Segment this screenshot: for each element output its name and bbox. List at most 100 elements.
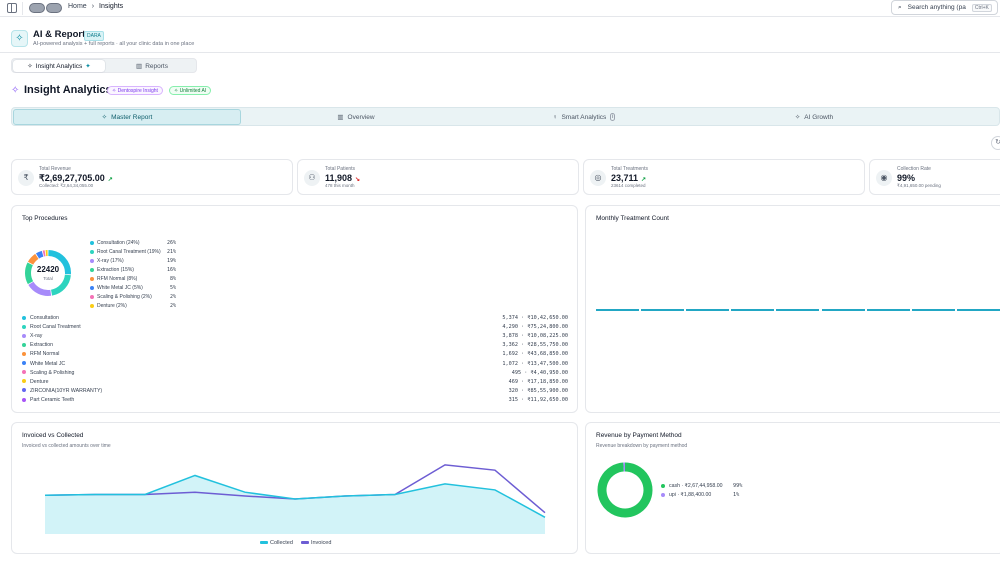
sparkles-icon: ✧ <box>11 85 20 96</box>
tab-overview[interactable]: ▥ Overview <box>244 109 468 125</box>
procedure-name: White Metal JC <box>22 361 65 367</box>
donut-slice <box>25 262 34 285</box>
procedure-row: RFM Normal 1,692 · ₹43,68,850.00 <box>22 351 568 357</box>
divider <box>22 2 23 15</box>
procedures-donut-chart <box>25 250 71 296</box>
forward-button[interactable] <box>46 3 62 13</box>
month-bar <box>912 309 955 311</box>
tab-ai-growth[interactable]: ✧ AI Growth <box>702 109 926 125</box>
donut-total-value: 22420 <box>36 265 60 274</box>
tab-label: Smart Analytics <box>561 113 607 121</box>
search-icon: ⌕ <box>898 3 902 11</box>
procedure-name: Scaling & Polishing <box>22 370 74 376</box>
procedure-value: 315 · ₹11,92,650.00 <box>508 396 568 403</box>
procedure-row: Root Canal Treatment 4,290 · ₹75,24,800.0… <box>22 324 568 330</box>
monthly-treatment-card: Monthly Treatment Count <box>585 205 1000 413</box>
legend-swatch <box>260 541 268 545</box>
search-input[interactable]: ⌕ Search anything (pa Ctrl+K <box>891 0 998 15</box>
procedure-dot <box>22 342 26 347</box>
procedure-value: 1,692 · ₹43,68,850.00 <box>502 351 568 358</box>
legend-item-pct: 5% <box>169 285 176 291</box>
procedure-row: White Metal JC 1,072 · ₹13,47,500.00 <box>22 361 568 367</box>
page-title: AI & Reports <box>33 29 91 40</box>
search-placeholder: Search anything (pa <box>907 4 966 11</box>
card-title: Revenue by Payment Method <box>596 432 682 439</box>
lightbulb-icon: ♀ <box>552 113 558 121</box>
procedure-name: X-ray <box>22 333 42 339</box>
legend-item: RFM Normal (8%) 8% <box>90 276 176 282</box>
legend-item: Consultation (24%) 26% <box>90 240 176 246</box>
legend-collected[interactable]: Collected <box>260 540 293 546</box>
stat-sub: Collected: ₹2,64,34,055.00 <box>39 183 94 188</box>
monthly-treatment-chart <box>596 309 1000 311</box>
stat-label: Total Patients <box>325 166 356 172</box>
procedure-name: Denture <box>22 379 48 385</box>
back-button[interactable] <box>29 3 45 13</box>
tab-label: Overview <box>347 113 375 121</box>
legend-item-name: Root Canal Treatment (19%) <box>90 249 161 255</box>
donut-slice <box>35 250 44 259</box>
stat-label: Total Treatments <box>611 166 648 172</box>
procedure-name: Part Ceramic Teeth <box>22 397 74 403</box>
legend-item: Scaling & Polishing (2%) 2% <box>90 294 176 300</box>
sidebar-toggle-icon[interactable] <box>7 3 17 13</box>
legend-dot <box>661 484 665 488</box>
target-icon: ◉ <box>876 170 892 186</box>
card-title: Top Procedures <box>22 215 68 222</box>
procedure-value: 5,374 · ₹10,42,650.00 <box>502 315 568 321</box>
donut-slice <box>48 250 71 275</box>
rupee-icon: ₹ <box>18 170 34 186</box>
procedure-row: Part Ceramic Teeth 315 · ₹11,92,650.00 <box>22 397 568 403</box>
refresh-button[interactable]: ↻ <box>991 136 1000 150</box>
payment-method-pct: 1% <box>733 492 740 498</box>
stat-value-text: ₹2,69,27,705.00 <box>39 173 105 183</box>
procedure-dot <box>22 361 26 366</box>
trend-down-icon: ↘ <box>355 177 361 183</box>
tab-reports[interactable]: ▥ Reports <box>107 60 197 72</box>
info-icon: i <box>610 113 616 121</box>
stat-value: 23,711 ↗ <box>611 173 646 183</box>
procedure-row: Consultation 5,374 · ₹10,42,650.00 <box>22 315 568 321</box>
donut-slice <box>597 462 653 518</box>
card-subtitle: Invoiced vs collected amounts over time <box>22 443 111 449</box>
procedure-row: X-ray 3,878 · ₹10,08,225.00 <box>22 333 568 339</box>
donut-slice <box>27 253 39 265</box>
legend-dot <box>90 285 94 290</box>
legend-item: X-ray (17%) 19% <box>90 258 176 264</box>
tab-smart-analytics[interactable]: ♀ Smart Analytics i <box>472 109 696 125</box>
breadcrumb-home[interactable]: Home <box>68 3 87 10</box>
bar-chart-icon: ▥ <box>136 63 143 70</box>
legend-item-pct: 16% <box>166 267 176 273</box>
procedure-value: 4,290 · ₹75,24,800.00 <box>502 324 568 331</box>
legend-invoiced[interactable]: Invoiced <box>300 540 332 546</box>
report-tabs: ✧ Master Report ▥ Overview ♀ Smart Analy… <box>11 107 1000 126</box>
procedure-dot <box>22 315 26 320</box>
card-title: Invoiced vs Collected <box>22 432 84 439</box>
tab-label: Insight Analytics <box>35 62 83 70</box>
legend-dot <box>90 267 94 272</box>
procedure-dot <box>22 397 26 402</box>
legend-label: Collected <box>270 540 293 546</box>
month-bar <box>596 309 639 311</box>
legend-item: Denture (2%) 2% <box>90 303 176 309</box>
card-title: Monthly Treatment Count <box>596 215 669 222</box>
activity-icon: ◎ <box>590 170 606 186</box>
month-bar <box>686 309 729 311</box>
tab-master-report[interactable]: ✧ Master Report <box>13 109 241 125</box>
procedure-value: 3,362 · ₹28,55,750.00 <box>502 342 568 349</box>
legend-dot <box>90 303 94 308</box>
legend-item-name: Denture (2%) <box>90 303 127 309</box>
procedure-row: ZIRCONIA(10YR WARRANTY) 320 · ₹85,55,900.… <box>22 388 568 394</box>
legend-item-name: X-ray (17%) <box>90 258 124 264</box>
sparkles-icon: ✧ <box>11 30 28 47</box>
payment-method-card: Revenue by Payment Method Revenue breakd… <box>585 422 1000 554</box>
breadcrumb-current: Insights <box>99 3 124 10</box>
legend-dot <box>90 249 94 254</box>
sparkle-small-icon: ✦ <box>85 63 91 70</box>
collected-area <box>45 475 545 534</box>
donut-slice <box>50 274 71 296</box>
payment-method-label: upi · ₹1,88,400.00 <box>669 492 712 498</box>
tab-insight-analytics[interactable]: ✧ Insight Analytics ✦ <box>13 60 105 72</box>
legend-label: Invoiced <box>310 540 332 546</box>
legend-item-name: White Metal JC (5%) <box>90 285 143 291</box>
